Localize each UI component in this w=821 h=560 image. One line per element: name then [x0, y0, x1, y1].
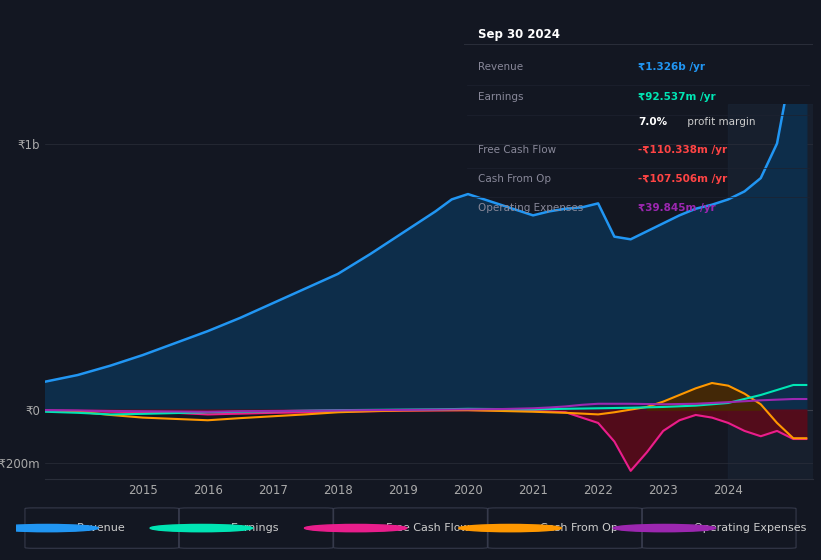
Text: Sep 30 2024: Sep 30 2024	[478, 29, 560, 41]
Bar	[728, 104, 813, 479]
Text: 7.0%: 7.0%	[639, 118, 667, 127]
Text: -₹110.338m /yr: -₹110.338m /yr	[639, 145, 727, 155]
Text: Operating Expenses: Operating Expenses	[695, 523, 807, 533]
Text: profit margin: profit margin	[684, 118, 755, 127]
Text: -₹107.506m /yr: -₹107.506m /yr	[639, 174, 727, 184]
Circle shape	[150, 524, 253, 532]
Text: Operating Expenses: Operating Expenses	[478, 203, 583, 213]
Text: ₹92.537m /yr: ₹92.537m /yr	[639, 92, 716, 102]
Text: ₹39.845m /yr: ₹39.845m /yr	[639, 203, 716, 213]
Text: Cash From Op: Cash From Op	[478, 174, 551, 184]
Circle shape	[459, 524, 562, 532]
Circle shape	[0, 524, 99, 532]
Circle shape	[305, 524, 407, 532]
Text: Free Cash Flow: Free Cash Flow	[386, 523, 470, 533]
Text: Earnings: Earnings	[478, 92, 523, 102]
Text: Free Cash Flow: Free Cash Flow	[478, 145, 556, 155]
Text: Cash From Op: Cash From Op	[540, 523, 618, 533]
Text: ₹1.326b /yr: ₹1.326b /yr	[639, 62, 705, 72]
Text: Earnings: Earnings	[232, 523, 280, 533]
Text: Revenue: Revenue	[478, 62, 523, 72]
Circle shape	[613, 524, 716, 532]
Text: Revenue: Revenue	[77, 523, 126, 533]
